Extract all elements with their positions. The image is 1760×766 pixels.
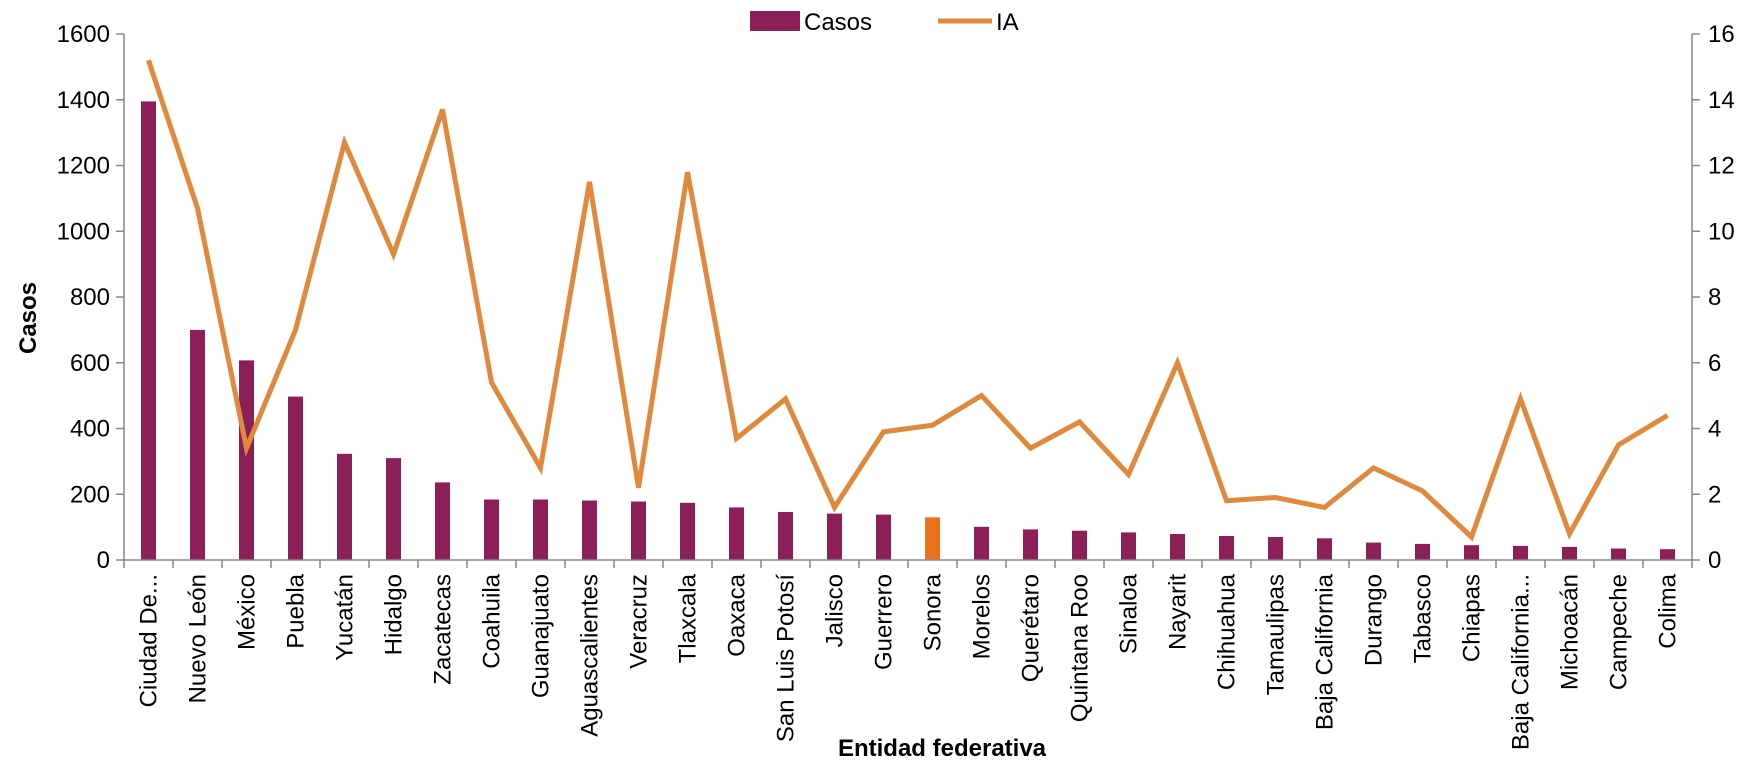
bar-18 [974, 526, 989, 560]
category-label: Guanajuato [528, 574, 555, 698]
right-tick-label: 8 [1708, 284, 1721, 311]
bar-5 [337, 453, 352, 560]
category-label: Zacatecas [430, 574, 457, 685]
bar-23 [1219, 536, 1234, 560]
category-label: San Luis Potosí [773, 574, 800, 742]
left-tick-label: 1600 [57, 21, 110, 48]
category-label: Morelos [969, 574, 996, 659]
category-label: Baja California [1312, 573, 1339, 730]
bar-3 [239, 360, 254, 560]
bar-8 [484, 499, 499, 560]
ia-line [146, 59, 1669, 542]
category-label: Baja California... [1508, 574, 1535, 750]
category-label: Sonora [920, 573, 947, 651]
bar-25 [1317, 538, 1332, 560]
category-label: Colima [1655, 573, 1682, 648]
line-series-ia [146, 59, 1669, 542]
category-label: Chihuahua [1214, 573, 1241, 690]
left-tick-label: 1200 [57, 153, 110, 180]
legend-label-ia: IA [996, 9, 1019, 36]
category-labels: Ciudad De... Nuevo León México Puebla Yucatá… [136, 573, 1682, 750]
bar-15 [827, 513, 842, 560]
legend-swatch-casos [750, 11, 800, 31]
right-tick-label: 2 [1708, 481, 1721, 508]
category-label: Aguascalientes [577, 574, 604, 737]
bar-16 [876, 514, 891, 560]
y-axis-title: Casos [15, 282, 42, 354]
left-tick-label: 1000 [57, 218, 110, 245]
bar-2 [190, 329, 205, 560]
bar-19 [1023, 529, 1038, 560]
category-label: Coahuila [479, 573, 506, 668]
category-label: Hidalgo [381, 574, 408, 655]
category-label: Ciudad De... [136, 574, 163, 707]
bar-32 [1660, 549, 1675, 560]
bar-26 [1366, 542, 1381, 560]
category-label: Querétaro [1018, 574, 1045, 682]
category-label: Puebla [283, 573, 310, 648]
bar-1 [141, 101, 156, 561]
category-label: Sinaloa [1116, 573, 1143, 654]
legend-label-casos: Casos [804, 9, 872, 36]
right-tick-label: 4 [1708, 416, 1721, 443]
category-label: Nuevo León [185, 574, 212, 703]
category-label: Veracruz [626, 574, 653, 669]
category-label: Jalisco [822, 574, 849, 647]
category-label: México [234, 574, 261, 650]
category-label: Tlaxcala [675, 573, 702, 663]
category-label: Oaxaca [724, 573, 751, 656]
category-label: Yucatán [332, 574, 359, 661]
bar-24 [1268, 537, 1283, 560]
bar-series-casos [141, 101, 1675, 561]
bar-12 [680, 502, 695, 560]
bar-7 [435, 482, 450, 560]
bar-31 [1611, 548, 1626, 560]
category-label: Guerrero [871, 574, 898, 670]
bar-4 [288, 396, 303, 560]
category-label: Tamaulipas [1263, 574, 1290, 695]
category-label: Nayarit [1165, 574, 1192, 650]
bar-20 [1072, 530, 1087, 560]
right-tick-label: 0 [1708, 547, 1721, 574]
right-tick-label: 16 [1708, 21, 1735, 48]
bar-14 [778, 512, 793, 560]
right-axis-ticks: 0 2 4 6 8 10 12 14 16 [1692, 21, 1735, 574]
category-label: Quintana Roo [1067, 574, 1094, 722]
category-label: Campeche [1606, 574, 1633, 690]
category-label: Chiapas [1459, 574, 1486, 662]
bar-13 [729, 507, 744, 560]
left-axis-ticks: 0 200 400 600 800 1000 1200 1400 1600 [57, 21, 124, 574]
left-tick-label: 1400 [57, 87, 110, 114]
bar-30 [1562, 546, 1577, 560]
right-tick-label: 10 [1708, 218, 1735, 245]
legend: Casos IA [750, 9, 1019, 36]
x-axis-title: Entidad federativa [838, 735, 1047, 762]
left-tick-label: 600 [70, 350, 110, 377]
left-tick-label: 0 [97, 547, 110, 574]
category-label: Durango [1361, 574, 1388, 666]
category-label: Michoacán [1557, 574, 1584, 690]
bar-27 [1415, 543, 1430, 560]
bar-10 [582, 500, 597, 560]
right-tick-label: 6 [1708, 350, 1721, 377]
right-tick-label: 12 [1708, 153, 1735, 180]
bar-29 [1513, 545, 1528, 560]
bar-17 [925, 517, 940, 560]
bar-6 [386, 458, 401, 560]
right-tick-label: 14 [1708, 87, 1735, 114]
axes [123, 34, 1693, 568]
bar-11 [631, 501, 646, 560]
bar-22 [1170, 534, 1185, 560]
bar-28 [1464, 545, 1479, 560]
left-tick-label: 200 [70, 481, 110, 508]
category-label: Tabasco [1410, 574, 1437, 663]
bar-9 [533, 499, 548, 560]
left-tick-label: 800 [70, 284, 110, 311]
left-tick-label: 400 [70, 416, 110, 443]
bar-21 [1121, 532, 1136, 560]
